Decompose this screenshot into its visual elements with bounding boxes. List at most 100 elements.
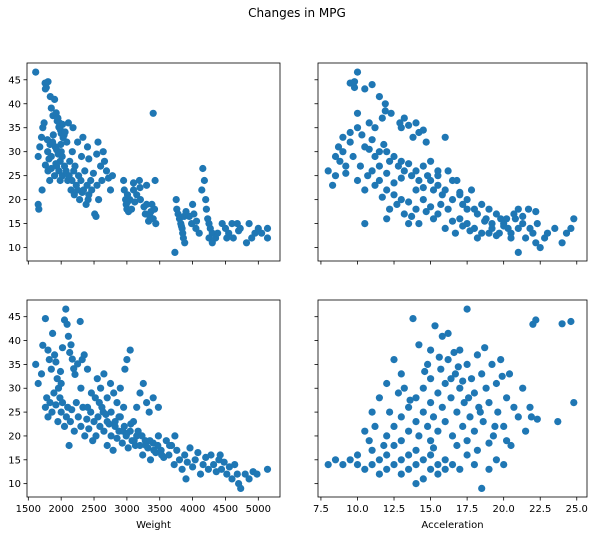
data-point [127,420,135,428]
data-point [437,200,445,208]
data-point [258,229,266,237]
data-point [424,360,432,368]
data-point [434,210,442,218]
data-point [470,427,478,435]
data-point [368,461,376,469]
data-point [182,475,190,483]
data-point [463,360,471,368]
data-point [570,215,578,223]
data-point [441,456,449,464]
data-point [470,389,478,397]
data-point [479,418,487,426]
data-point [533,220,541,228]
data-point [120,403,128,411]
data-point [71,370,79,378]
data-point [470,461,478,469]
data-point [45,155,53,163]
data-point [49,131,57,139]
data-point [339,461,347,469]
data-point [397,370,405,378]
data-point [500,422,508,430]
x-tick-label: 4500 [213,504,238,515]
data-point [353,124,362,132]
y-tick-label: 30 [8,384,21,395]
data-point [263,465,272,473]
data-point [103,441,111,450]
data-point [263,234,272,242]
data-point [419,196,427,204]
y-tick-label: 40 [8,336,21,347]
data-point [412,480,420,488]
data-point [383,169,391,177]
data-point [397,196,405,204]
data-point [88,186,96,194]
data-point [66,418,74,426]
data-point [32,360,40,368]
data-point [70,427,78,435]
data-point [172,196,180,204]
data-point [467,186,476,194]
data-point [44,413,52,421]
data-point [220,458,228,466]
data-point [361,85,369,93]
data-point [189,200,197,208]
axes-top-right-mpg-vs-acceleration [314,62,588,265]
data-point [412,446,420,454]
data-point [390,356,398,364]
data-point [393,200,401,208]
data-point [57,408,65,416]
data-point [438,332,446,340]
data-point [68,148,76,156]
data-point [51,351,59,359]
data-point [178,465,186,473]
data-point [415,341,423,349]
data-point [473,210,481,218]
data-point [434,389,442,397]
data-point [412,186,420,194]
data-point [79,133,87,141]
data-point [83,415,91,423]
data-point [90,418,98,426]
data-point [386,408,394,416]
data-point [113,399,121,407]
data-point [51,172,59,180]
data-point [199,164,207,173]
data-point [135,176,143,185]
data-point [253,470,261,478]
data-point [438,403,446,411]
data-point [421,367,429,376]
data-point [485,465,493,473]
data-point [429,444,438,452]
data-point [324,167,332,175]
data-point [68,406,76,414]
data-point [383,379,391,388]
data-point [412,394,420,402]
data-point [58,344,67,352]
data-point [444,205,452,213]
data-point [498,372,506,380]
data-point [361,220,369,228]
data-point [207,451,215,459]
y-tick-label: 25 [8,408,21,419]
data-point [434,461,442,469]
data-point [415,176,423,185]
data-point [210,461,218,469]
data-point [361,186,369,194]
y-tick-label: 40 [8,99,21,110]
data-point [570,399,578,407]
data-point [524,205,533,213]
data-point [526,403,534,411]
data-point [150,205,159,213]
data-point [431,322,439,330]
data-point [459,377,467,385]
data-point [412,205,420,213]
data-point [146,437,154,445]
data-point [41,161,50,169]
data-point [476,408,484,416]
data-point [339,133,347,141]
data-point [109,446,117,454]
data-point [488,224,496,232]
data-point [143,399,151,407]
data-point [450,348,458,357]
data-point [422,208,430,216]
